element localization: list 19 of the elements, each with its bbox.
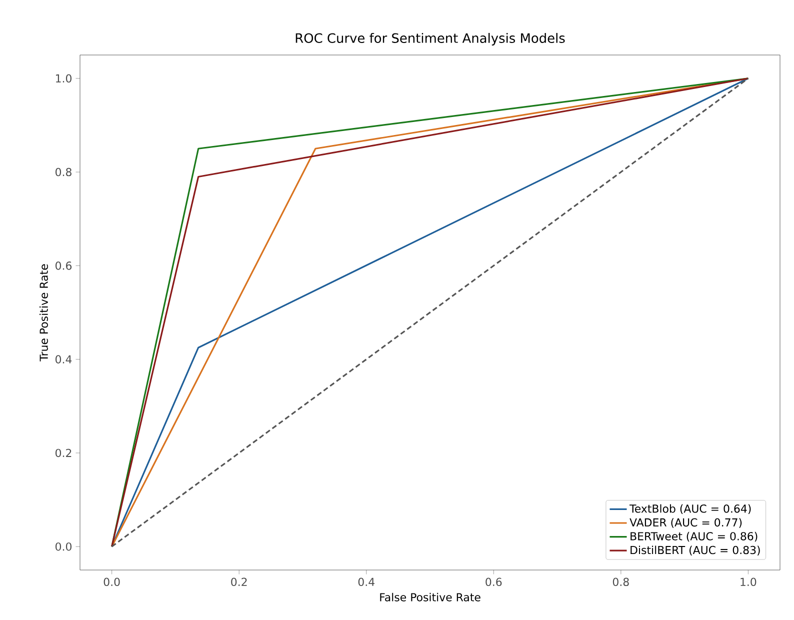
y-axis-title: True Positive Rate xyxy=(39,264,48,362)
x-tick-label: 0.6 xyxy=(486,578,502,586)
x-tick-label: 0.8 xyxy=(612,578,629,586)
legend-label: VADER (AUC = 0.77) xyxy=(630,518,742,528)
y-tick-label: 0.2 xyxy=(56,448,72,458)
y-tick-label: 0.4 xyxy=(56,355,72,364)
legend-label: BERTweet (AUC = 0.86) xyxy=(630,532,758,542)
x-axis-title: False Positive Rate xyxy=(380,592,480,602)
x-tick-label: 0.4 xyxy=(358,578,374,586)
y-tick-label: 0.0 xyxy=(56,542,72,551)
y-tick-label: 0.8 xyxy=(56,168,72,176)
chart-title: ROC Curve for Sentiment Analysis Models xyxy=(296,32,565,46)
x-tick-label: 0.0 xyxy=(104,578,120,586)
x-tick-label: 0.2 xyxy=(231,578,247,586)
y-tick-label: 0.6 xyxy=(56,262,72,270)
legend-label: DistilBERT (AUC = 0.83) xyxy=(630,546,760,556)
x-tick-label: 1.0 xyxy=(740,578,756,586)
legend-label: TextBlob (AUC = 0.64) xyxy=(630,504,751,514)
y-tick-label: 1.0 xyxy=(56,74,72,83)
